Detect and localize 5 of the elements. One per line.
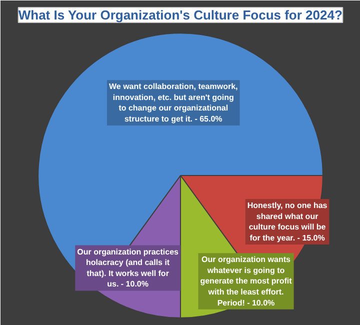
- slice-label: Honestly, no one has shared what our culture focus will be for the year. - 15.0%: [247, 201, 328, 242]
- slice-label: We want collaboration, teamwork, innovation, etc. but aren't going to change our organizational structure to get it. - 65.0%: [108, 82, 238, 124]
- chart-title: What Is Your Organization's Culture Focus for 2024?: [18, 8, 342, 22]
- slice-label: Our organization practices holacracy (and calls it that). It works well for us. - 10.0%: [77, 247, 180, 289]
- slice-label: Our organization wants whatever is going to generate the most profit with the least effort. Period! - 10.0%: [200, 255, 292, 308]
